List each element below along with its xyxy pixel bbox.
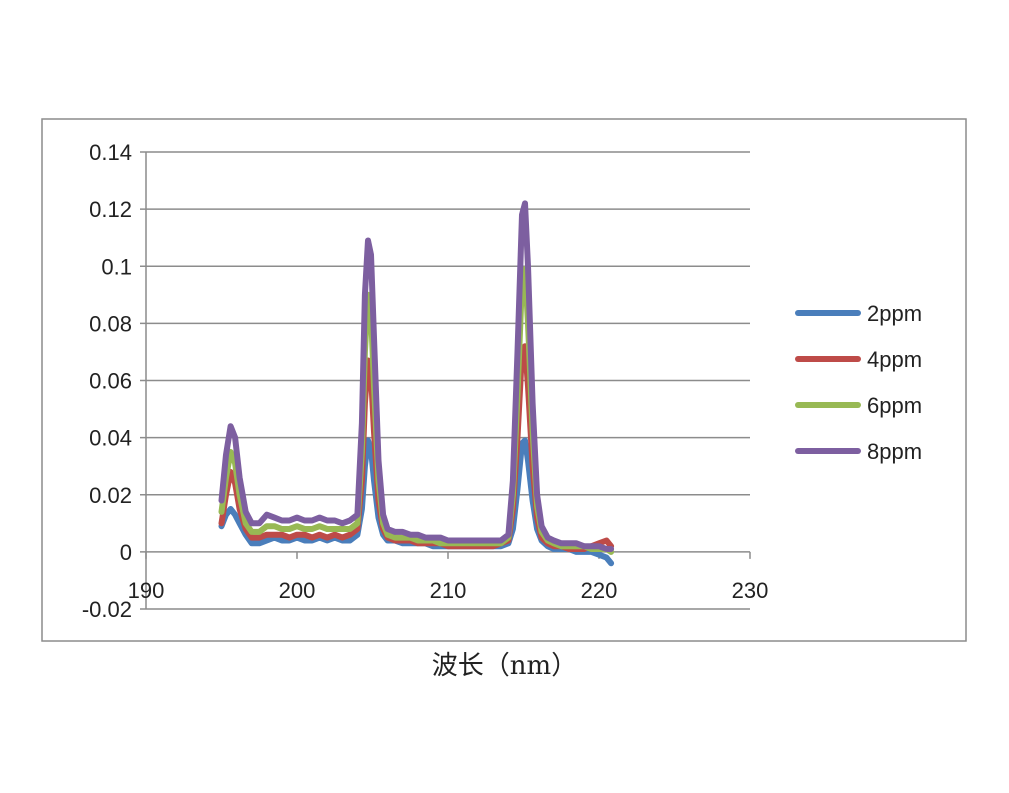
y-tick-label: 0.04	[89, 426, 132, 451]
y-tick-label: 0.1	[101, 254, 132, 279]
x-axis-label: 波长（nm）	[431, 651, 578, 681]
x-tick-label: 220	[581, 578, 618, 603]
legend-label-6ppm: 6ppm	[867, 393, 922, 418]
legend-label-2ppm: 2ppm	[867, 301, 922, 326]
y-tick-label: -0.02	[82, 597, 132, 622]
x-tick-label: 200	[279, 578, 316, 603]
x-tick-label: 230	[732, 578, 769, 603]
y-tick-label: 0	[120, 540, 132, 565]
gridlines	[146, 151, 750, 610]
legend: 2ppm 4ppm 6ppm 8ppm	[795, 301, 922, 464]
x-tick-labels: 190 200 210 220 230	[128, 578, 769, 603]
legend-label-4ppm: 4ppm	[867, 347, 922, 372]
series-line-8ppm	[218, 200, 615, 552]
axes	[140, 151, 751, 610]
y-tick-label: 0.08	[89, 311, 132, 336]
legend-label-8ppm: 8ppm	[867, 439, 922, 464]
x-tick-label: 210	[430, 578, 467, 603]
y-tick-labels: -0.02 0 0.02 0.04 0.06 0.08 0.1 0.12 0.14	[82, 140, 132, 622]
y-tick-label: 0.12	[89, 197, 132, 222]
y-tick-label: 0.02	[89, 483, 132, 508]
y-tick-label: 0.14	[89, 140, 132, 165]
y-tick-label: 0.06	[89, 369, 132, 394]
series-lines	[218, 200, 615, 567]
x-tick-label: 190	[128, 578, 165, 603]
